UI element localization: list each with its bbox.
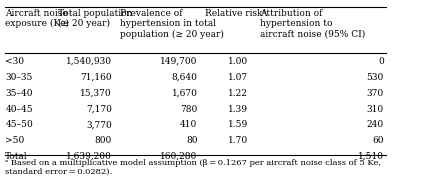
Text: 80: 80: [186, 136, 197, 145]
Text: 530: 530: [367, 73, 384, 82]
Text: Relative riskᵃ: Relative riskᵃ: [205, 9, 266, 18]
Text: <30: <30: [5, 57, 24, 66]
Text: 1.22: 1.22: [228, 89, 248, 98]
Text: 1,540,930: 1,540,930: [66, 57, 112, 66]
Text: 149,700: 149,700: [160, 57, 197, 66]
Text: ᵃ Based on a multiplicative model assumption (β = 0.1267 per aircraft noise clas: ᵃ Based on a multiplicative model assump…: [5, 159, 381, 176]
Text: 1.39: 1.39: [228, 105, 248, 114]
Text: >50: >50: [5, 136, 24, 145]
Text: 160,280: 160,280: [160, 152, 197, 161]
Text: 1.70: 1.70: [228, 136, 248, 145]
Text: 3,770: 3,770: [86, 120, 112, 129]
Text: Total: Total: [5, 152, 28, 161]
Text: Prevalence of
hypertension in total
population (≥ 20 year): Prevalence of hypertension in total popu…: [120, 9, 224, 39]
Text: 1.00: 1.00: [228, 57, 248, 66]
Text: 0: 0: [378, 57, 384, 66]
Text: 45–50: 45–50: [5, 120, 33, 129]
Text: 60: 60: [372, 136, 384, 145]
Text: 780: 780: [180, 105, 197, 114]
Text: 15,370: 15,370: [80, 89, 112, 98]
Text: 410: 410: [180, 120, 197, 129]
Text: 30–35: 30–35: [5, 73, 33, 82]
Text: 35–40: 35–40: [5, 89, 33, 98]
Text: 240: 240: [367, 120, 384, 129]
Text: 1,670: 1,670: [171, 89, 197, 98]
Text: Total population
(≥ 20 year): Total population (≥ 20 year): [58, 9, 132, 28]
Text: 1.07: 1.07: [228, 73, 248, 82]
Text: 7,170: 7,170: [86, 105, 112, 114]
Text: Aircraft noise
exposure (Ke): Aircraft noise exposure (Ke): [5, 9, 69, 28]
Text: 800: 800: [95, 136, 112, 145]
Text: 1,639,200: 1,639,200: [66, 152, 112, 161]
Text: 1.59: 1.59: [228, 120, 248, 129]
Text: 1,510: 1,510: [358, 152, 384, 161]
Text: 71,160: 71,160: [80, 73, 112, 82]
Text: Attribution of
hypertension to
aircraft noise (95% CI): Attribution of hypertension to aircraft …: [260, 9, 365, 38]
Text: 310: 310: [367, 105, 384, 114]
Text: 40–45: 40–45: [5, 105, 33, 114]
Text: 370: 370: [367, 89, 384, 98]
Text: 8,640: 8,640: [171, 73, 197, 82]
